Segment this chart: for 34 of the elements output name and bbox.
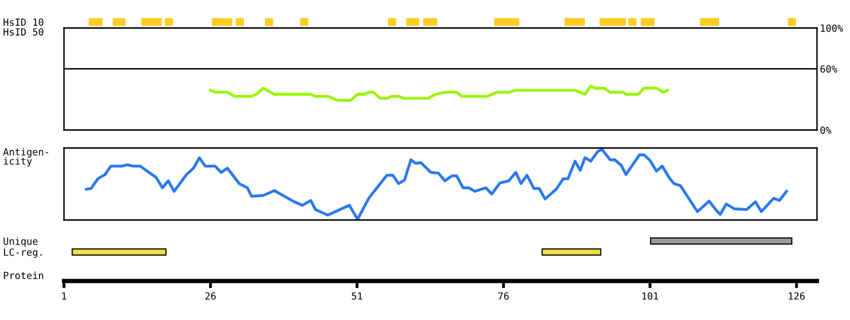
bar — [564, 18, 585, 26]
y-tick-label: 100% — [820, 24, 844, 32]
x-tick-label: 1 — [62, 292, 66, 300]
bar — [164, 18, 173, 26]
y-tick-label: Unique — [4, 237, 38, 247]
y-axis-title: Antigen- icity — [3, 148, 48, 167]
y-tick-label: LC-reg. — [4, 248, 42, 258]
bar — [423, 18, 438, 26]
y-axis-title: HsID 50 — [4, 28, 44, 36]
bar — [600, 18, 626, 26]
bar — [212, 18, 232, 26]
x-tick-label: 101 — [642, 292, 658, 300]
x-tick-label: 126 — [788, 292, 805, 300]
y-tick-label: 60% — [820, 65, 838, 73]
bar — [141, 18, 162, 26]
bar — [236, 18, 244, 26]
y-tick-label: HsID 10 — [4, 18, 44, 26]
bar — [700, 18, 720, 26]
x-tick-label: 51 — [352, 292, 362, 300]
bar — [640, 18, 655, 26]
x-tick-label: 76 — [498, 292, 509, 300]
x-tick-label: 26 — [205, 292, 216, 300]
bar — [494, 18, 520, 26]
bar — [628, 18, 636, 26]
y-tick-label: 0% — [820, 126, 832, 134]
x-axis-title: Protein — [4, 272, 44, 280]
bar — [388, 18, 396, 26]
line-series — [209, 84, 669, 102]
bar — [300, 18, 308, 26]
bar — [112, 18, 126, 26]
bar — [265, 18, 274, 26]
bar — [406, 18, 420, 26]
bar — [88, 18, 103, 26]
bar — [788, 18, 796, 26]
